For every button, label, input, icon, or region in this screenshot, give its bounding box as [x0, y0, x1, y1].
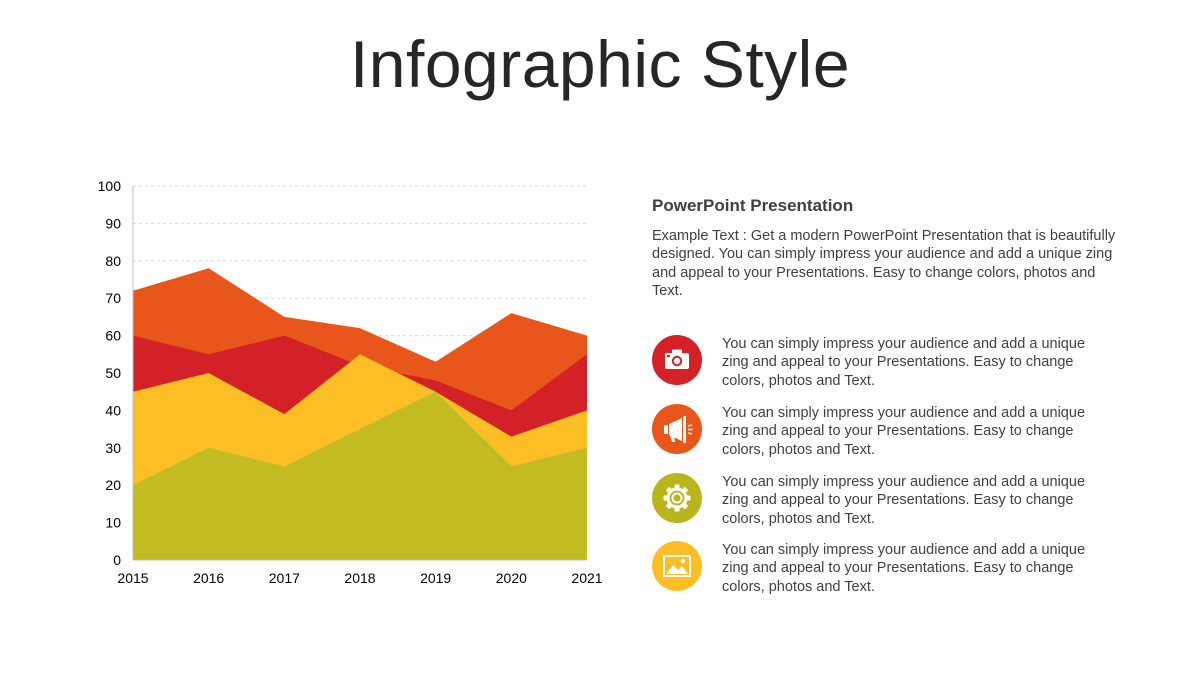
- x-tick-label: 2015: [117, 570, 148, 586]
- panel-heading: PowerPoint Presentation: [652, 196, 854, 215]
- feature-text: You can simply impress your audience and…: [722, 336, 1086, 389]
- image-icon: [652, 541, 702, 591]
- megaphone-icon: [652, 404, 702, 454]
- area-chart: 0 10 20 30 40 50 60 70 80 90 100 2015 2016 2017 2018 20…: [98, 178, 603, 586]
- y-tick-label: 40: [105, 402, 121, 418]
- feature-text: You can simply impress your audience and…: [722, 474, 1086, 527]
- page-title: Infographic Style: [349, 27, 851, 101]
- y-tick-label: 60: [105, 328, 121, 344]
- x-tick-label: 2017: [269, 570, 300, 586]
- feature-item: You can simply impress your audience and…: [652, 473, 1122, 533]
- x-tick-label: 2018: [344, 570, 375, 586]
- area-series-4: [133, 391, 587, 560]
- gear-icon: [652, 473, 702, 523]
- camera-icon: [652, 335, 702, 385]
- y-tick-label: 30: [105, 440, 121, 456]
- y-tick-label: 70: [105, 290, 121, 306]
- y-tick-label: 100: [98, 178, 122, 194]
- feature-item: You can simply impress your audience and…: [652, 541, 1122, 601]
- feature-text: You can simply impress your audience and…: [722, 542, 1086, 595]
- y-tick-label: 0: [113, 552, 121, 568]
- feature-text: You can simply impress your audience and…: [722, 405, 1086, 458]
- x-tick-label: 2019: [420, 570, 451, 586]
- y-tick-label: 80: [105, 253, 121, 269]
- y-tick-label: 20: [105, 477, 121, 493]
- x-tick-label: 2016: [193, 570, 224, 586]
- x-tick-label: 2020: [496, 570, 527, 586]
- y-tick-label: 90: [105, 215, 121, 231]
- feature-item: You can simply impress your audience and…: [652, 335, 1122, 395]
- x-tick-label: 2021: [571, 570, 602, 586]
- y-tick-label: 10: [105, 515, 121, 531]
- panel-text: Example Text : Get a modern PowerPoint P…: [652, 228, 1116, 299]
- y-tick-label: 50: [105, 365, 121, 381]
- feature-item: You can simply impress your audience and…: [652, 404, 1122, 464]
